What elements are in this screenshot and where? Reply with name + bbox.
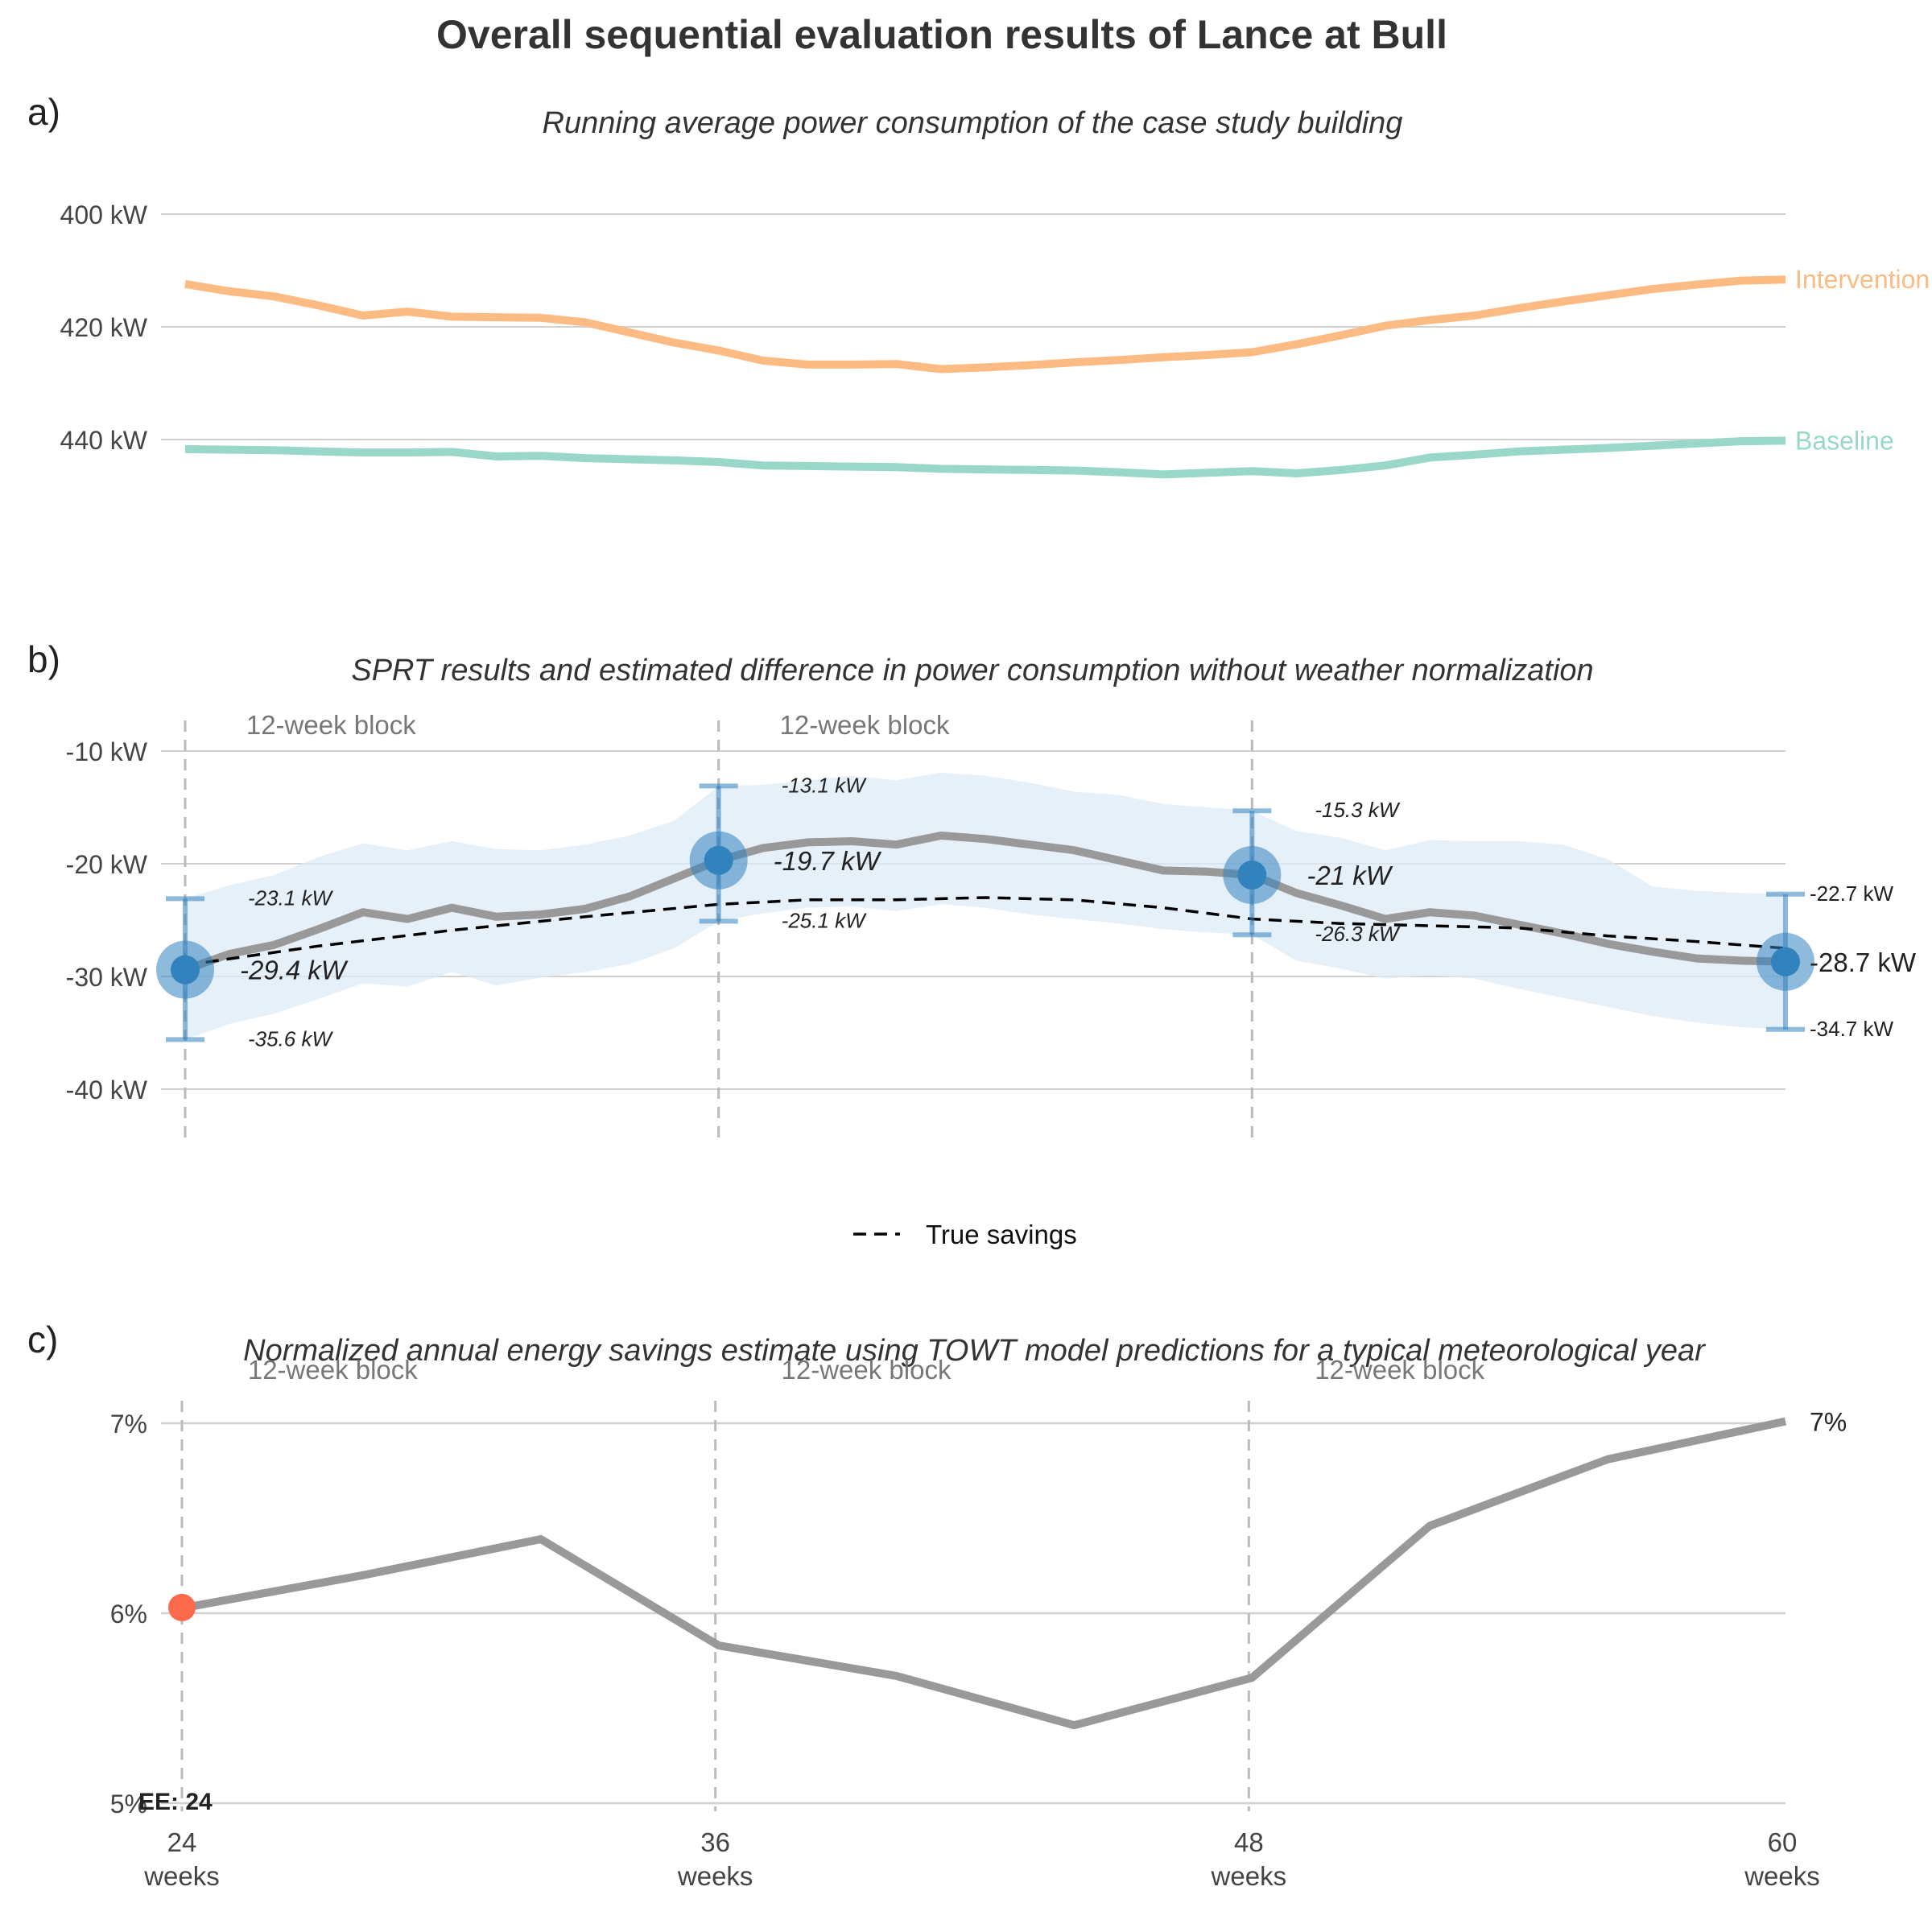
panel-c-y-tick-label: 5% (110, 1790, 147, 1818)
panel-b-sprt-point (171, 955, 200, 985)
panel-b-sprt-point (704, 845, 733, 875)
x-tick-unit-label: weeks (1211, 1861, 1287, 1891)
panel-b-y-tick-label: -20 kW (66, 850, 148, 879)
panel-c-y-tick-label: 7% (110, 1410, 147, 1439)
panel-c-early-end-label: EE: 24 (138, 1789, 213, 1815)
panel-b-estimate-line (184, 832, 1786, 974)
panel-a-series-label-intervention: Intervention (1795, 265, 1930, 294)
x-tick-unit-label: weeks (143, 1861, 220, 1891)
panel-b-estimate-label: -29.4 kW (240, 956, 349, 985)
panel-b-sprt: b) SPRT results and estimated difference… (27, 638, 1917, 1249)
panel-c-early-end-point (168, 1593, 196, 1621)
panel-a-y-tick-label: 420 kW (60, 313, 148, 342)
panel-b-true-savings-line (184, 896, 1786, 967)
panel-b-sprt-point (1237, 861, 1267, 890)
panel-c-savings-line (184, 1417, 1787, 1730)
panel-a-y-tick-label: 440 kW (60, 426, 148, 455)
panel-c-title: Normalized annual energy savings estimat… (243, 1334, 1706, 1368)
panel-b-block-label: 12-week block (780, 710, 950, 740)
panel-a-y-tick-label: 400 kW (60, 200, 148, 229)
panel-c-normalized-savings: c) Normalized annual energy savings esti… (27, 1319, 1847, 1818)
panel-a-line-intervention (184, 275, 1786, 374)
panel-b-tag: b) (27, 638, 60, 680)
x-tick-label: 24 (167, 1827, 197, 1857)
panel-a-series-label-baseline: Baseline (1795, 426, 1894, 455)
figure-title: Overall sequential evaluation results of… (436, 12, 1447, 57)
panel-b-plot: 12-week block 12-week block -29.4 kW -23.1 … (156, 710, 1917, 1143)
panel-b-upper-label: -22.7 kW (1810, 881, 1893, 906)
panel-b-sprt-point (1771, 947, 1800, 976)
panel-b-lower-label: -26.3 kW (1315, 922, 1400, 946)
panel-b-title: SPRT results and estimated difference in… (351, 654, 1593, 687)
panel-a-title: Running average power consumption of the… (543, 106, 1403, 140)
x-tick-unit-label: weeks (677, 1861, 753, 1891)
x-tick-label: 36 (700, 1827, 730, 1857)
x-tick-label: 48 (1234, 1827, 1264, 1857)
panel-b-estimate-label: -21 kW (1307, 861, 1393, 890)
panel-b-estimate-label: -19.7 kW (774, 846, 882, 876)
panel-b-lower-label: -25.1 kW (782, 908, 867, 932)
x-tick-label: 60 (1768, 1827, 1798, 1857)
panel-b-lower-label: -34.7 kW (1810, 1017, 1893, 1041)
x-axis: 24 weeks 36 weeks 48 weeks 60 weeks (143, 1827, 1820, 1891)
panel-b-estimate-label: -28.7 kW (1810, 947, 1917, 977)
panel-c-grid: 7% 6% 5% (110, 1410, 1785, 1818)
panel-c-tag: c) (27, 1319, 58, 1360)
panel-a-series: Baseline Intervention (184, 265, 1930, 479)
panel-b-y-tick-label: -40 kW (66, 1075, 148, 1104)
panel-b-upper-label: -13.1 kW (782, 773, 867, 797)
panel-b-y-tick-label: -30 kW (66, 963, 148, 992)
panel-c-block-label: 12-week block (782, 1355, 952, 1385)
panel-b-upper-label: -15.3 kW (1315, 798, 1400, 822)
panel-b-legend: True savings (853, 1220, 1077, 1249)
panel-b-upper-label: -23.1 kW (248, 886, 333, 910)
panel-b-ci-band (185, 772, 1785, 1040)
panel-c-plot: 12-week block 12-week block 12-week block 7… (138, 1355, 1847, 1815)
x-tick-unit-label: weeks (1744, 1861, 1820, 1891)
panel-b-y-tick-label: -10 kW (66, 737, 148, 766)
panel-b-block-label: 12-week block (246, 710, 416, 740)
panel-c-end-label: 7% (1810, 1408, 1847, 1437)
panel-a-tag: a) (27, 91, 60, 133)
panel-c-block-label: 12-week block (248, 1355, 418, 1385)
panel-a-line-baseline (184, 436, 1786, 479)
panel-a-running-average: a) Running average power consumption of … (27, 91, 1930, 479)
panel-a-grid: 440 kW 420 kW 400 kW (60, 200, 1785, 455)
panel-b-lower-label: -35.6 kW (248, 1026, 333, 1051)
legend-true-savings-label: True savings (926, 1220, 1077, 1249)
panel-c-y-tick-label: 6% (110, 1600, 147, 1629)
panel-c-block-label: 12-week block (1315, 1355, 1484, 1385)
